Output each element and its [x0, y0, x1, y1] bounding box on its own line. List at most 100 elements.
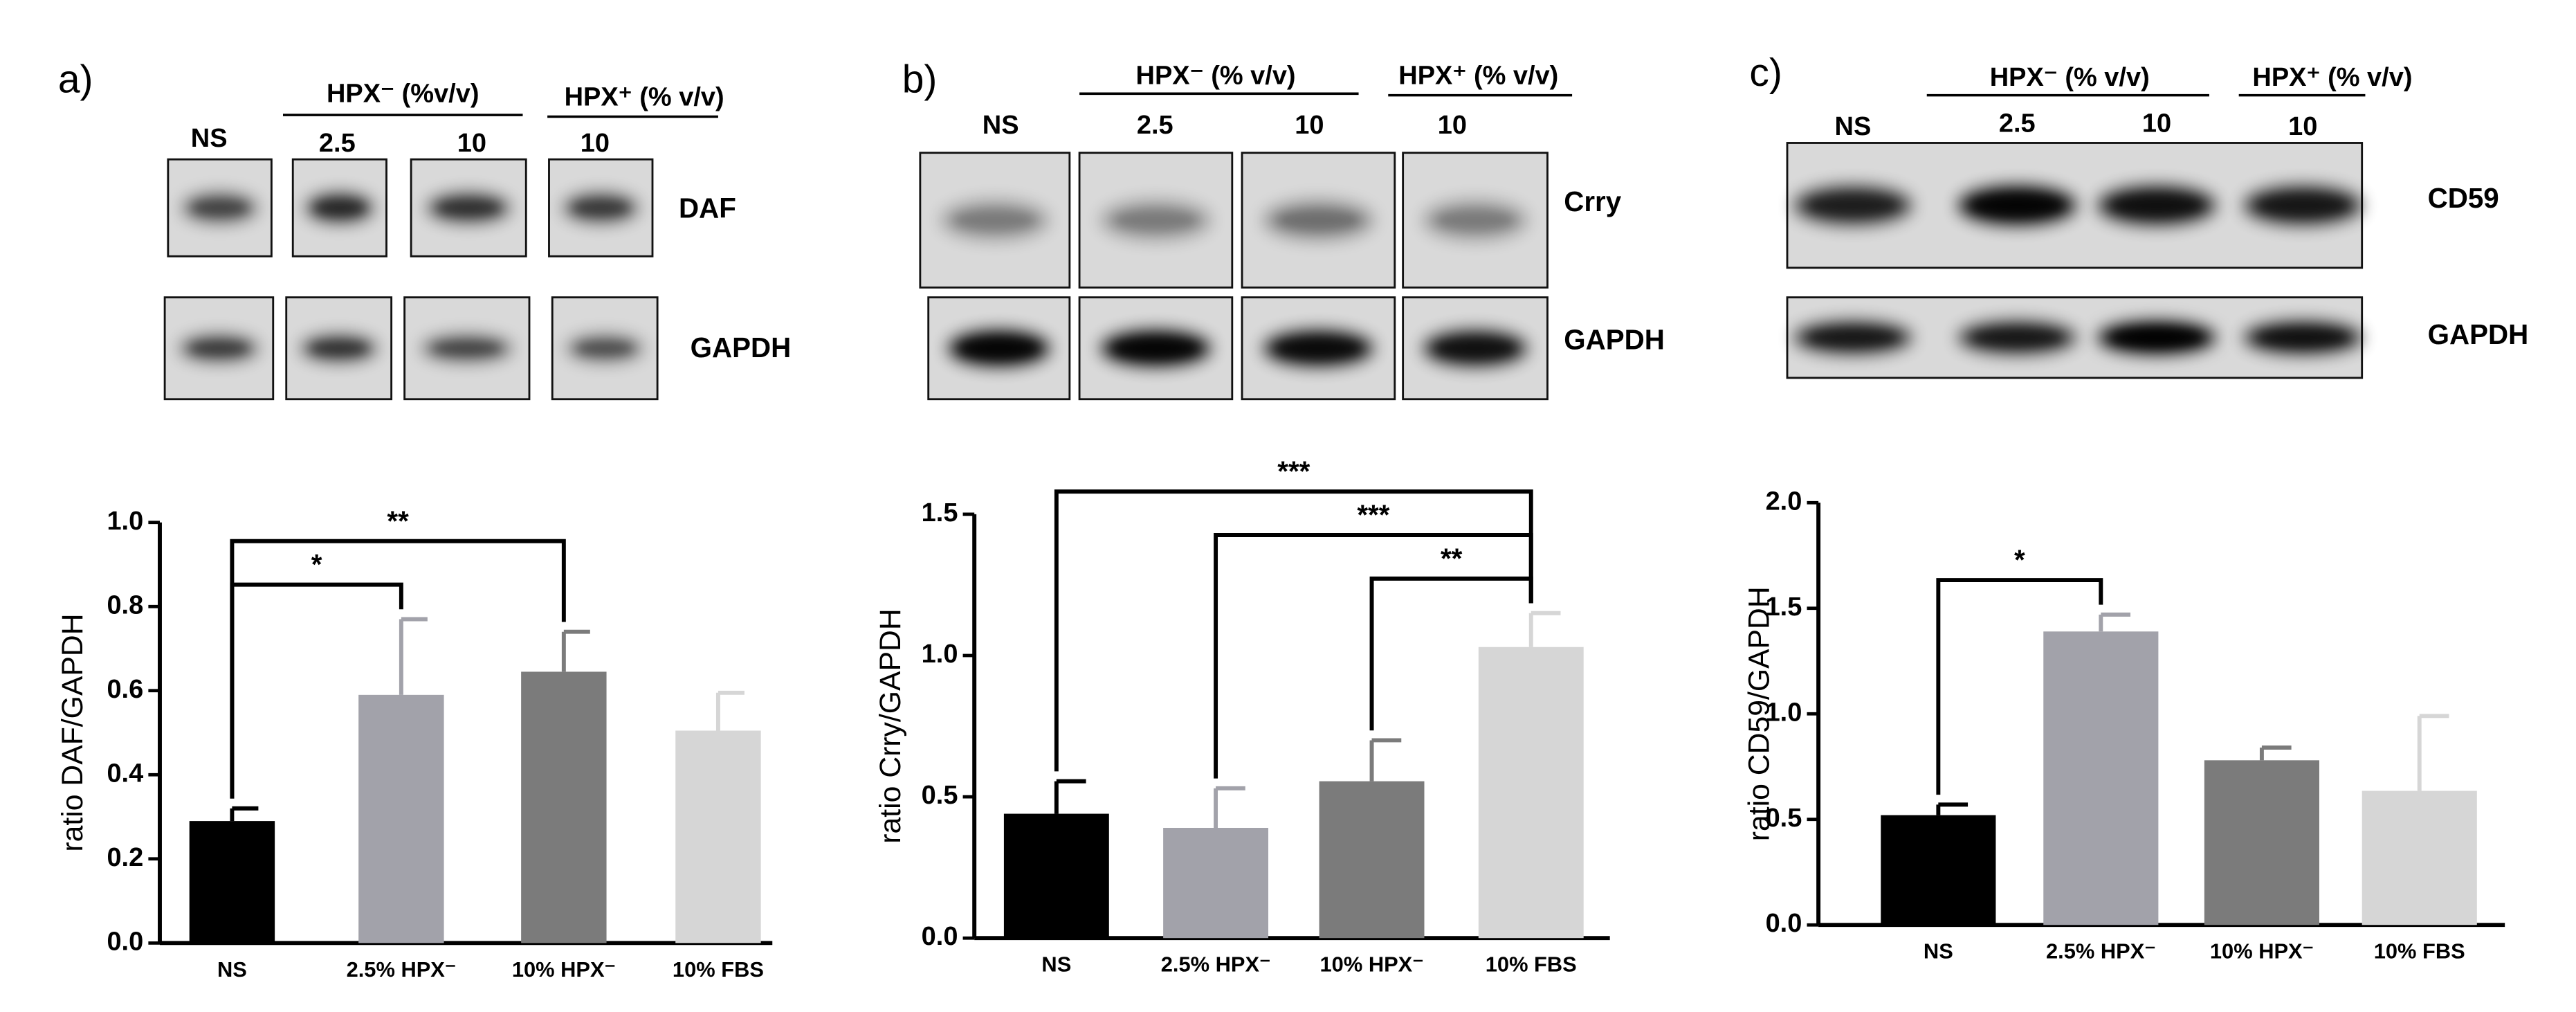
significance-label: **	[1441, 542, 1463, 574]
group-header: HPX⁺ (% v/v)	[565, 82, 724, 111]
y-tick-label: 0.5	[922, 781, 958, 810]
blot-band	[1808, 328, 1898, 347]
blot-name: GAPDH	[691, 332, 792, 363]
significance-bracket	[230, 582, 403, 799]
bar	[1319, 781, 1425, 939]
panel-label: b)	[902, 57, 938, 102]
x-tick-label: NS	[217, 957, 247, 982]
significance-bracket	[1214, 533, 1533, 779]
blot-band	[190, 341, 248, 356]
group-header: HPX⁺ (% v/v)	[2252, 63, 2412, 92]
y-tick-label: 1.0	[922, 640, 958, 669]
y-tick-label: 0.0	[922, 922, 958, 951]
blot-band	[314, 199, 365, 216]
y-tick-label: 1.5	[1766, 593, 1802, 622]
blot-name: GAPDH	[1564, 323, 1665, 355]
blot-band	[1277, 209, 1360, 231]
bar	[1003, 813, 1109, 939]
lane-label: 2.5	[1137, 111, 1173, 140]
significance-label: *	[2014, 544, 2025, 576]
blot-band	[1436, 209, 1515, 231]
x-tick-label: 2.5% HPX⁻	[1161, 952, 1271, 977]
y-axis-label: ratio Crry/GAPDH	[874, 608, 907, 843]
significance-bracket	[1369, 576, 1533, 731]
group-header: HPX⁻ (% v/v)	[1136, 62, 1296, 91]
y-tick-label: 0.5	[1766, 804, 1802, 833]
bar	[2362, 790, 2477, 925]
blot-band	[2112, 195, 2202, 217]
y-tick-label: 0.0	[1766, 909, 1802, 938]
x-tick-label: 2.5% HPX⁻	[347, 957, 457, 982]
blot-band	[1973, 195, 2062, 217]
blot-band	[2258, 328, 2348, 347]
x-tick-label: 10% HPX⁻	[2210, 939, 2314, 964]
blot-band	[1114, 338, 1198, 359]
blot-name: Crry	[1564, 186, 1622, 217]
y-tick-label: 0.8	[107, 590, 143, 620]
y-tick-label: 0.4	[107, 759, 143, 788]
y-tick-label: 1.0	[1766, 698, 1802, 727]
blot-band	[192, 199, 248, 216]
blot-band	[572, 199, 629, 216]
blot-band	[437, 199, 500, 216]
blot-band	[310, 341, 367, 356]
y-tick-label: 1.0	[107, 507, 143, 536]
blot-band	[1436, 338, 1515, 359]
blot-band	[2112, 328, 2202, 347]
lane-label: 10	[581, 129, 610, 158]
group-header: HPX⁻ (%v/v)	[327, 80, 479, 109]
y-tick-label: 1.5	[922, 498, 958, 527]
lane-label: 10	[2288, 112, 2317, 141]
significance-bracket	[1936, 578, 2103, 795]
lane-label: 10	[1438, 111, 1467, 140]
blot-name: GAPDH	[2428, 318, 2529, 350]
lane-label: 10	[2142, 109, 2171, 138]
blot-band	[576, 341, 634, 356]
x-tick-label: 10% FBS	[1486, 952, 1577, 977]
blot-band	[433, 341, 501, 356]
bar	[521, 671, 607, 943]
y-tick-label: 0.0	[107, 927, 143, 956]
x-tick-label: 10% HPX⁻	[1320, 952, 1424, 977]
lane-label: 2.5	[1999, 109, 2036, 138]
bar	[1478, 647, 1584, 939]
significance-label: **	[387, 505, 409, 536]
blot-band	[1973, 328, 2062, 347]
y-axis-label: ratio DAF/GAPDH	[56, 613, 89, 851]
group-header: HPX⁺ (% v/v)	[1398, 62, 1558, 91]
y-axis-label: ratio CD59/GAPDH	[1742, 586, 1775, 841]
blot-name: DAF	[679, 192, 736, 224]
panel-label: a)	[58, 57, 93, 102]
bar	[1163, 827, 1269, 939]
lane-label: NS	[191, 124, 228, 153]
group-header: HPX⁻ (% v/v)	[1990, 63, 2150, 92]
blot-name: CD59	[2428, 182, 2499, 214]
blot-band	[954, 209, 1036, 231]
bar	[358, 694, 444, 943]
bar	[2043, 631, 2159, 925]
bar	[1881, 815, 1996, 925]
x-tick-label: 2.5% HPX⁻	[2046, 939, 2156, 964]
lane-label: NS	[983, 111, 1019, 140]
blot-band	[1808, 195, 1898, 217]
bar	[675, 730, 761, 943]
y-tick-label: 2.0	[1766, 487, 1802, 516]
panel-label: c)	[1749, 51, 1782, 95]
lane-label: 10	[457, 129, 486, 158]
bar	[189, 821, 275, 943]
blot-band	[1277, 338, 1360, 359]
x-tick-label: 10% FBS	[2374, 939, 2465, 964]
y-tick-label: 0.6	[107, 675, 143, 704]
significance-label: ***	[1357, 499, 1389, 531]
lane-label: 2.5	[319, 129, 356, 158]
lane-label: 10	[1295, 111, 1324, 140]
blot-band	[960, 338, 1037, 359]
significance-label: *	[311, 548, 322, 580]
lane-label: NS	[1835, 112, 1872, 141]
x-tick-label: NS	[1924, 939, 1953, 964]
blot-band	[2258, 195, 2348, 217]
x-tick-label: 10% FBS	[673, 957, 764, 982]
bar	[2204, 760, 2319, 925]
x-tick-label: 10% HPX⁻	[512, 957, 616, 982]
